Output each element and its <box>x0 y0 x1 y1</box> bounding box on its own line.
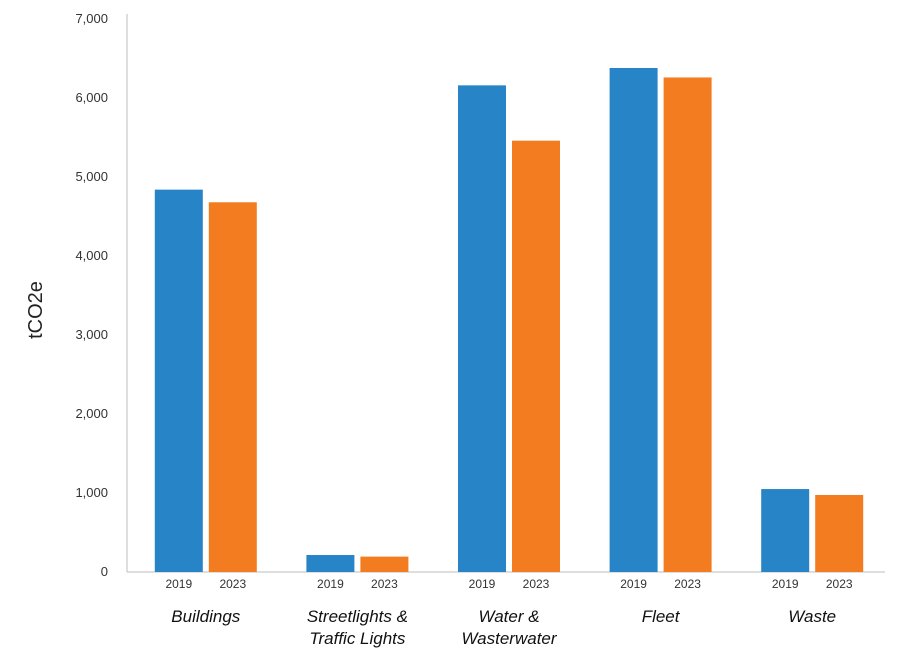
bar-2023 <box>208 202 257 572</box>
y-axis-title: tCO2e <box>25 281 47 339</box>
category-label: Fleet <box>642 607 681 626</box>
bar-2023 <box>360 556 409 572</box>
y-tick-label: 1,000 <box>75 485 108 500</box>
year-label: 2019 <box>165 577 192 591</box>
y-tick-label: 0 <box>101 564 108 579</box>
bars <box>154 67 864 573</box>
year-label: 2023 <box>371 577 398 591</box>
category-label: Streetlights & <box>307 607 408 626</box>
y-tick-label: 5,000 <box>75 169 108 184</box>
bar-2023 <box>663 77 712 573</box>
category-labels: Buildings Streetlights & Traffic Lights Wat… <box>171 607 836 648</box>
y-tick-label: 4,000 <box>75 248 108 263</box>
y-tick-label: 3,000 <box>75 327 108 342</box>
bar-2019 <box>306 555 355 572</box>
year-label: 2019 <box>772 577 799 591</box>
y-tick-label: 2,000 <box>75 406 108 421</box>
category-label: Traffic Lights <box>309 629 406 648</box>
bar-2023 <box>512 140 560 572</box>
year-labels: 2019 2023 2019 2023 2019 2023 2019 2023 2019 2023 <box>165 577 852 591</box>
year-label: 2023 <box>219 577 246 591</box>
year-label: 2023 <box>674 577 701 591</box>
year-label: 2023 <box>523 577 550 591</box>
category-label: Buildings <box>171 607 240 626</box>
bar-2019 <box>761 489 810 572</box>
year-label: 2023 <box>826 577 853 591</box>
y-tick-labels: 0 1,000 2,000 3,000 4,000 5,000 6,000 7,000 <box>75 11 108 579</box>
category-label: Water & <box>478 607 539 626</box>
year-label: 2019 <box>620 577 647 591</box>
bar-2019 <box>154 189 203 572</box>
y-tick-label: 6,000 <box>75 90 108 105</box>
bar-2019 <box>609 67 658 572</box>
y-tick-label: 7,000 <box>75 11 108 26</box>
bar-2019 <box>458 85 506 573</box>
year-label: 2019 <box>317 577 344 591</box>
bar-2023 <box>815 494 864 572</box>
year-label: 2019 <box>469 577 496 591</box>
category-label: Wasterwater <box>461 629 557 648</box>
category-label: Waste <box>788 607 836 626</box>
